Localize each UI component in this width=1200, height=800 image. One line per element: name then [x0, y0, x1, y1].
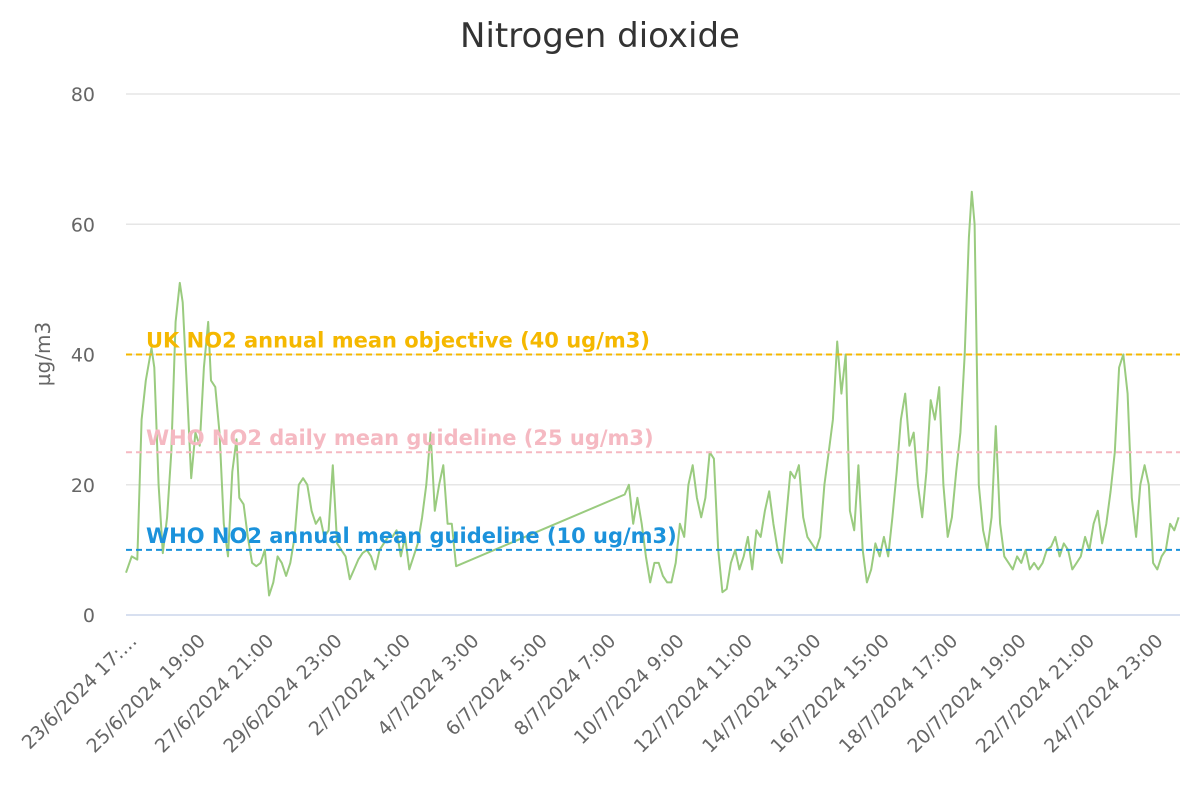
threshold-label: WHO NO2 daily mean guideline (25 ug/m3)	[146, 426, 654, 450]
y-axis-ticks: 0 20 40 60 80	[71, 84, 95, 627]
x-tick-label: 24/7/2024 23:00	[1040, 630, 1167, 757]
series-group	[125, 190, 1180, 597]
x-tick-label: 23/6/2024 17:…	[18, 630, 142, 754]
y-tick-label: 60	[71, 214, 95, 236]
x-tick-label: 25/6/2024 19:00	[83, 630, 210, 757]
threshold-label: WHO NO2 annual mean guideline (10 ug/m3)	[146, 524, 677, 548]
x-tick-label: 12/7/2024 11:00	[630, 630, 757, 757]
threshold-label: UK NO2 annual mean objective (40 ug/m3)	[146, 329, 650, 353]
y-tick-label: 40	[71, 345, 95, 367]
x-tick-label: 29/6/2024 23:00	[219, 630, 346, 757]
plot-lines: UK NO2 annual mean objective (40 ug/m3) W…	[126, 329, 1180, 551]
x-tick-label: 20/7/2024 19:00	[903, 630, 1030, 757]
series-line	[125, 190, 1180, 597]
x-tick-label: 18/7/2024 17:00	[835, 630, 962, 757]
y-tick-label: 80	[71, 84, 95, 106]
y-tick-label: 20	[71, 475, 95, 497]
x-tick-label: 22/7/2024 21:00	[972, 630, 1099, 757]
x-tick-label: 14/7/2024 13:00	[698, 630, 825, 757]
y-tick-label: 0	[83, 605, 95, 627]
chart-title: Nitrogen dioxide	[460, 16, 740, 56]
x-tick-label: 27/6/2024 21:00	[151, 630, 278, 757]
x-tick-label: 16/7/2024 15:00	[767, 630, 894, 757]
y-axis-label: µg/m3	[31, 322, 55, 386]
